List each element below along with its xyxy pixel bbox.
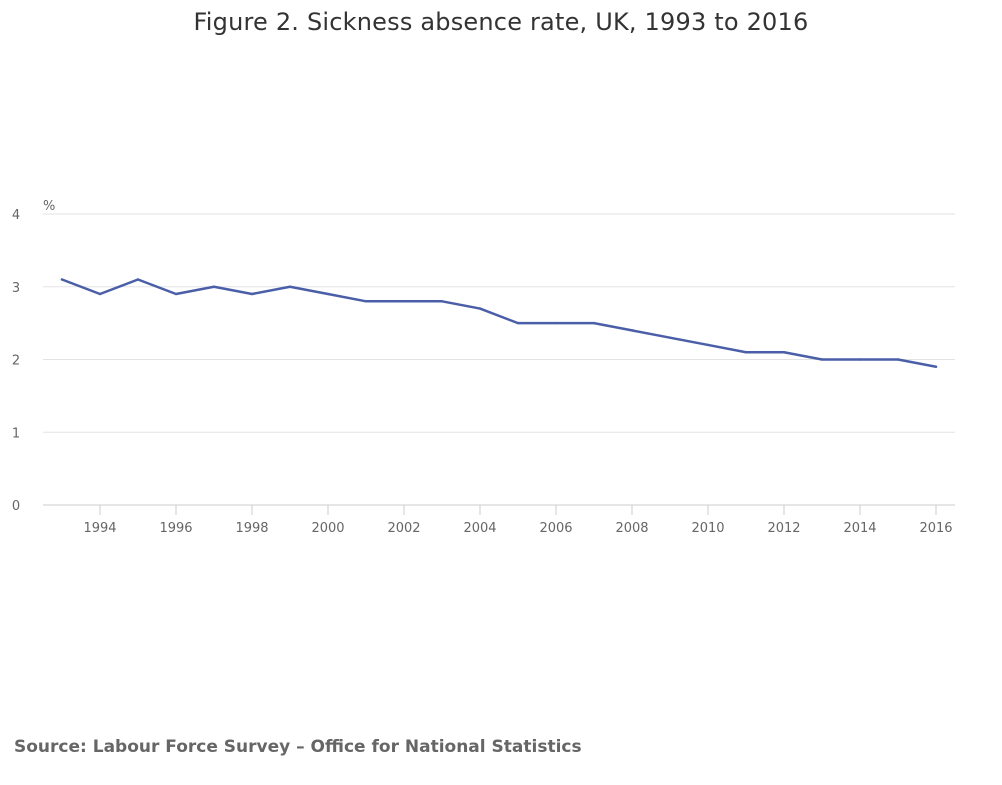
data-point bbox=[98, 292, 102, 296]
data-point bbox=[250, 292, 254, 296]
series-layer bbox=[60, 278, 938, 369]
x-tick-label: 2010 bbox=[691, 521, 724, 536]
x-tick-label: 1998 bbox=[235, 521, 268, 536]
grid-lines bbox=[43, 213, 955, 506]
data-point bbox=[60, 278, 64, 281]
data-point bbox=[364, 300, 368, 303]
data-point bbox=[174, 292, 178, 296]
y-tick-label: 2 bbox=[12, 354, 20, 369]
data-point bbox=[706, 343, 710, 347]
x-axis: 1994 1996 1998 2000 2002 2004 2006 2008 2010 2012… bbox=[83, 505, 953, 536]
data-point bbox=[630, 329, 634, 332]
y-tick-label: 1 bbox=[12, 426, 20, 441]
data-point bbox=[858, 358, 862, 361]
y-tick-label: 3 bbox=[12, 281, 20, 296]
x-tick-label: 1996 bbox=[159, 521, 192, 536]
data-point bbox=[592, 321, 596, 325]
y-axis: 0 1 2 3 4 bbox=[12, 208, 20, 514]
x-tick-label: 2016 bbox=[919, 521, 952, 536]
data-point bbox=[478, 307, 482, 310]
data-point bbox=[288, 285, 292, 288]
data-point bbox=[212, 285, 216, 288]
data-point bbox=[402, 300, 406, 303]
x-tick-label: 1994 bbox=[83, 521, 116, 536]
data-point bbox=[668, 336, 672, 339]
data-point bbox=[782, 351, 786, 354]
x-tick-label: 2012 bbox=[767, 521, 800, 536]
data-point bbox=[440, 300, 444, 303]
x-tick-label: 2002 bbox=[387, 521, 420, 536]
data-point bbox=[896, 358, 900, 361]
source-note: Source: Labour Force Survey – Office for… bbox=[14, 737, 582, 757]
y-tick-label: 4 bbox=[12, 208, 20, 223]
y-unit-label: % bbox=[43, 199, 55, 214]
x-tick-label: 2004 bbox=[463, 521, 496, 536]
line-chart: 0 1 2 3 4 % 1994 1996 1998 2000 2002 2004 2006 2008… bbox=[12, 199, 955, 536]
x-tick-label: 2008 bbox=[615, 521, 648, 536]
data-point bbox=[554, 321, 558, 325]
series-line bbox=[60, 278, 938, 369]
y-tick-label: 0 bbox=[12, 499, 20, 514]
data-point bbox=[934, 365, 938, 368]
data-point bbox=[136, 278, 140, 281]
data-point bbox=[326, 292, 330, 296]
data-point bbox=[744, 351, 748, 354]
chart-title: Figure 2. Sickness absence rate, UK, 199… bbox=[193, 8, 809, 36]
data-point bbox=[820, 358, 824, 361]
data-point bbox=[516, 321, 520, 325]
x-tick-label: 2014 bbox=[843, 521, 876, 536]
x-tick-label: 2000 bbox=[311, 521, 344, 536]
x-tick-label: 2006 bbox=[539, 521, 572, 536]
